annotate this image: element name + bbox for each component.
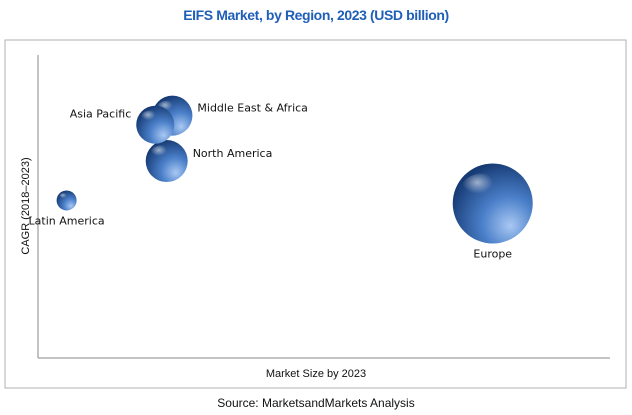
data-label-europe: Europe	[473, 247, 512, 260]
source-note: Source: MarketsandMarkets Analysis	[217, 396, 415, 410]
bubble-europe	[452, 163, 533, 244]
chart-frame	[4, 39, 627, 389]
data-label-asia-pacific: Asia Pacific	[70, 108, 132, 121]
bubble-europe-highlight	[460, 173, 505, 206]
data-label-middle-east-and-africa: Middle East & Africa	[197, 102, 308, 115]
labels-layer: Middle East & Africa Asia Pacific North Am…	[29, 102, 513, 261]
y-axis-label: CAGR (2018–2023)	[20, 157, 32, 254]
bubble-north-america	[145, 140, 188, 183]
bubble-north-america-highlight	[149, 145, 173, 163]
bubble-latin-america-highlight	[58, 192, 70, 201]
bubble-asia-pacific-highlight	[140, 110, 161, 126]
bubble-latin-america	[56, 190, 77, 211]
bubble-asia-pacific	[136, 105, 175, 144]
data-label-latin-america: Latin America	[29, 214, 105, 227]
chart-title: EIFS Market, by Region, 2023 (USD billio…	[183, 7, 449, 23]
data-label-north-america: North America	[193, 147, 273, 160]
bubbles-layer	[56, 95, 533, 244]
x-axis-label: Market Size by 2023	[266, 368, 366, 380]
